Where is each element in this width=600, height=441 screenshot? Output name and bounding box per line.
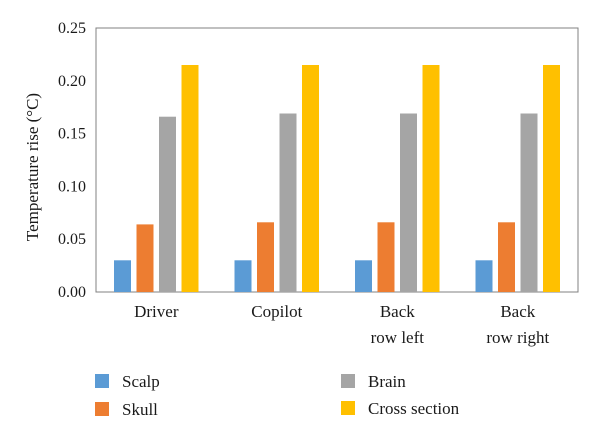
bar-cross-section (422, 65, 440, 292)
bar-skull (498, 222, 515, 292)
bar-brain (400, 113, 417, 292)
bar-cross-section (181, 65, 199, 292)
bar-cross-section (302, 65, 319, 292)
x-category-label: row right (486, 328, 549, 347)
y-tick-label: 0.25 (58, 20, 86, 37)
y-tick-label: 0.00 (58, 284, 86, 301)
bar-cross-section (543, 65, 560, 292)
legend-swatch (95, 374, 109, 388)
x-category-label: Back (500, 302, 535, 321)
bar-skull (257, 222, 274, 292)
legend: Scalp Skull Brain Cross section (95, 372, 460, 419)
bar-scalp (355, 260, 372, 292)
y-tick-label: 0.05 (58, 231, 86, 248)
x-axis-labels: Driver Copilot Back row left Back row right (134, 302, 549, 347)
legend-label: Scalp (122, 372, 160, 391)
y-axis-ticks: 0.00 0.05 0.10 0.15 0.20 0.25 (58, 20, 86, 301)
legend-label: Skull (122, 400, 158, 419)
y-axis-title: Temperature rise (°C) (23, 93, 42, 241)
bar-brain (159, 116, 176, 292)
y-tick-label: 0.15 (58, 126, 86, 143)
bar-skull (136, 224, 154, 292)
bar-brain (520, 113, 538, 292)
bar-scalp (114, 260, 131, 292)
bar-brain (279, 113, 297, 292)
x-category-label: row left (371, 328, 425, 347)
plot-border (95, 27, 579, 293)
plot-frame (95, 27, 579, 293)
x-category-label: Back (380, 302, 415, 321)
bar-scalp (475, 260, 493, 292)
bars (114, 65, 560, 292)
legend-swatch (341, 401, 355, 415)
bar-skull (377, 222, 395, 292)
legend-label: Brain (368, 372, 406, 391)
legend-swatch (95, 402, 109, 416)
y-tick-label: 0.10 (58, 178, 86, 195)
bar-scalp (234, 260, 252, 292)
x-category-label: Copilot (251, 302, 302, 321)
y-tick-label: 0.20 (58, 73, 86, 90)
x-category-label: Driver (134, 302, 179, 321)
legend-label: Cross section (368, 399, 460, 418)
legend-swatch (341, 374, 355, 388)
